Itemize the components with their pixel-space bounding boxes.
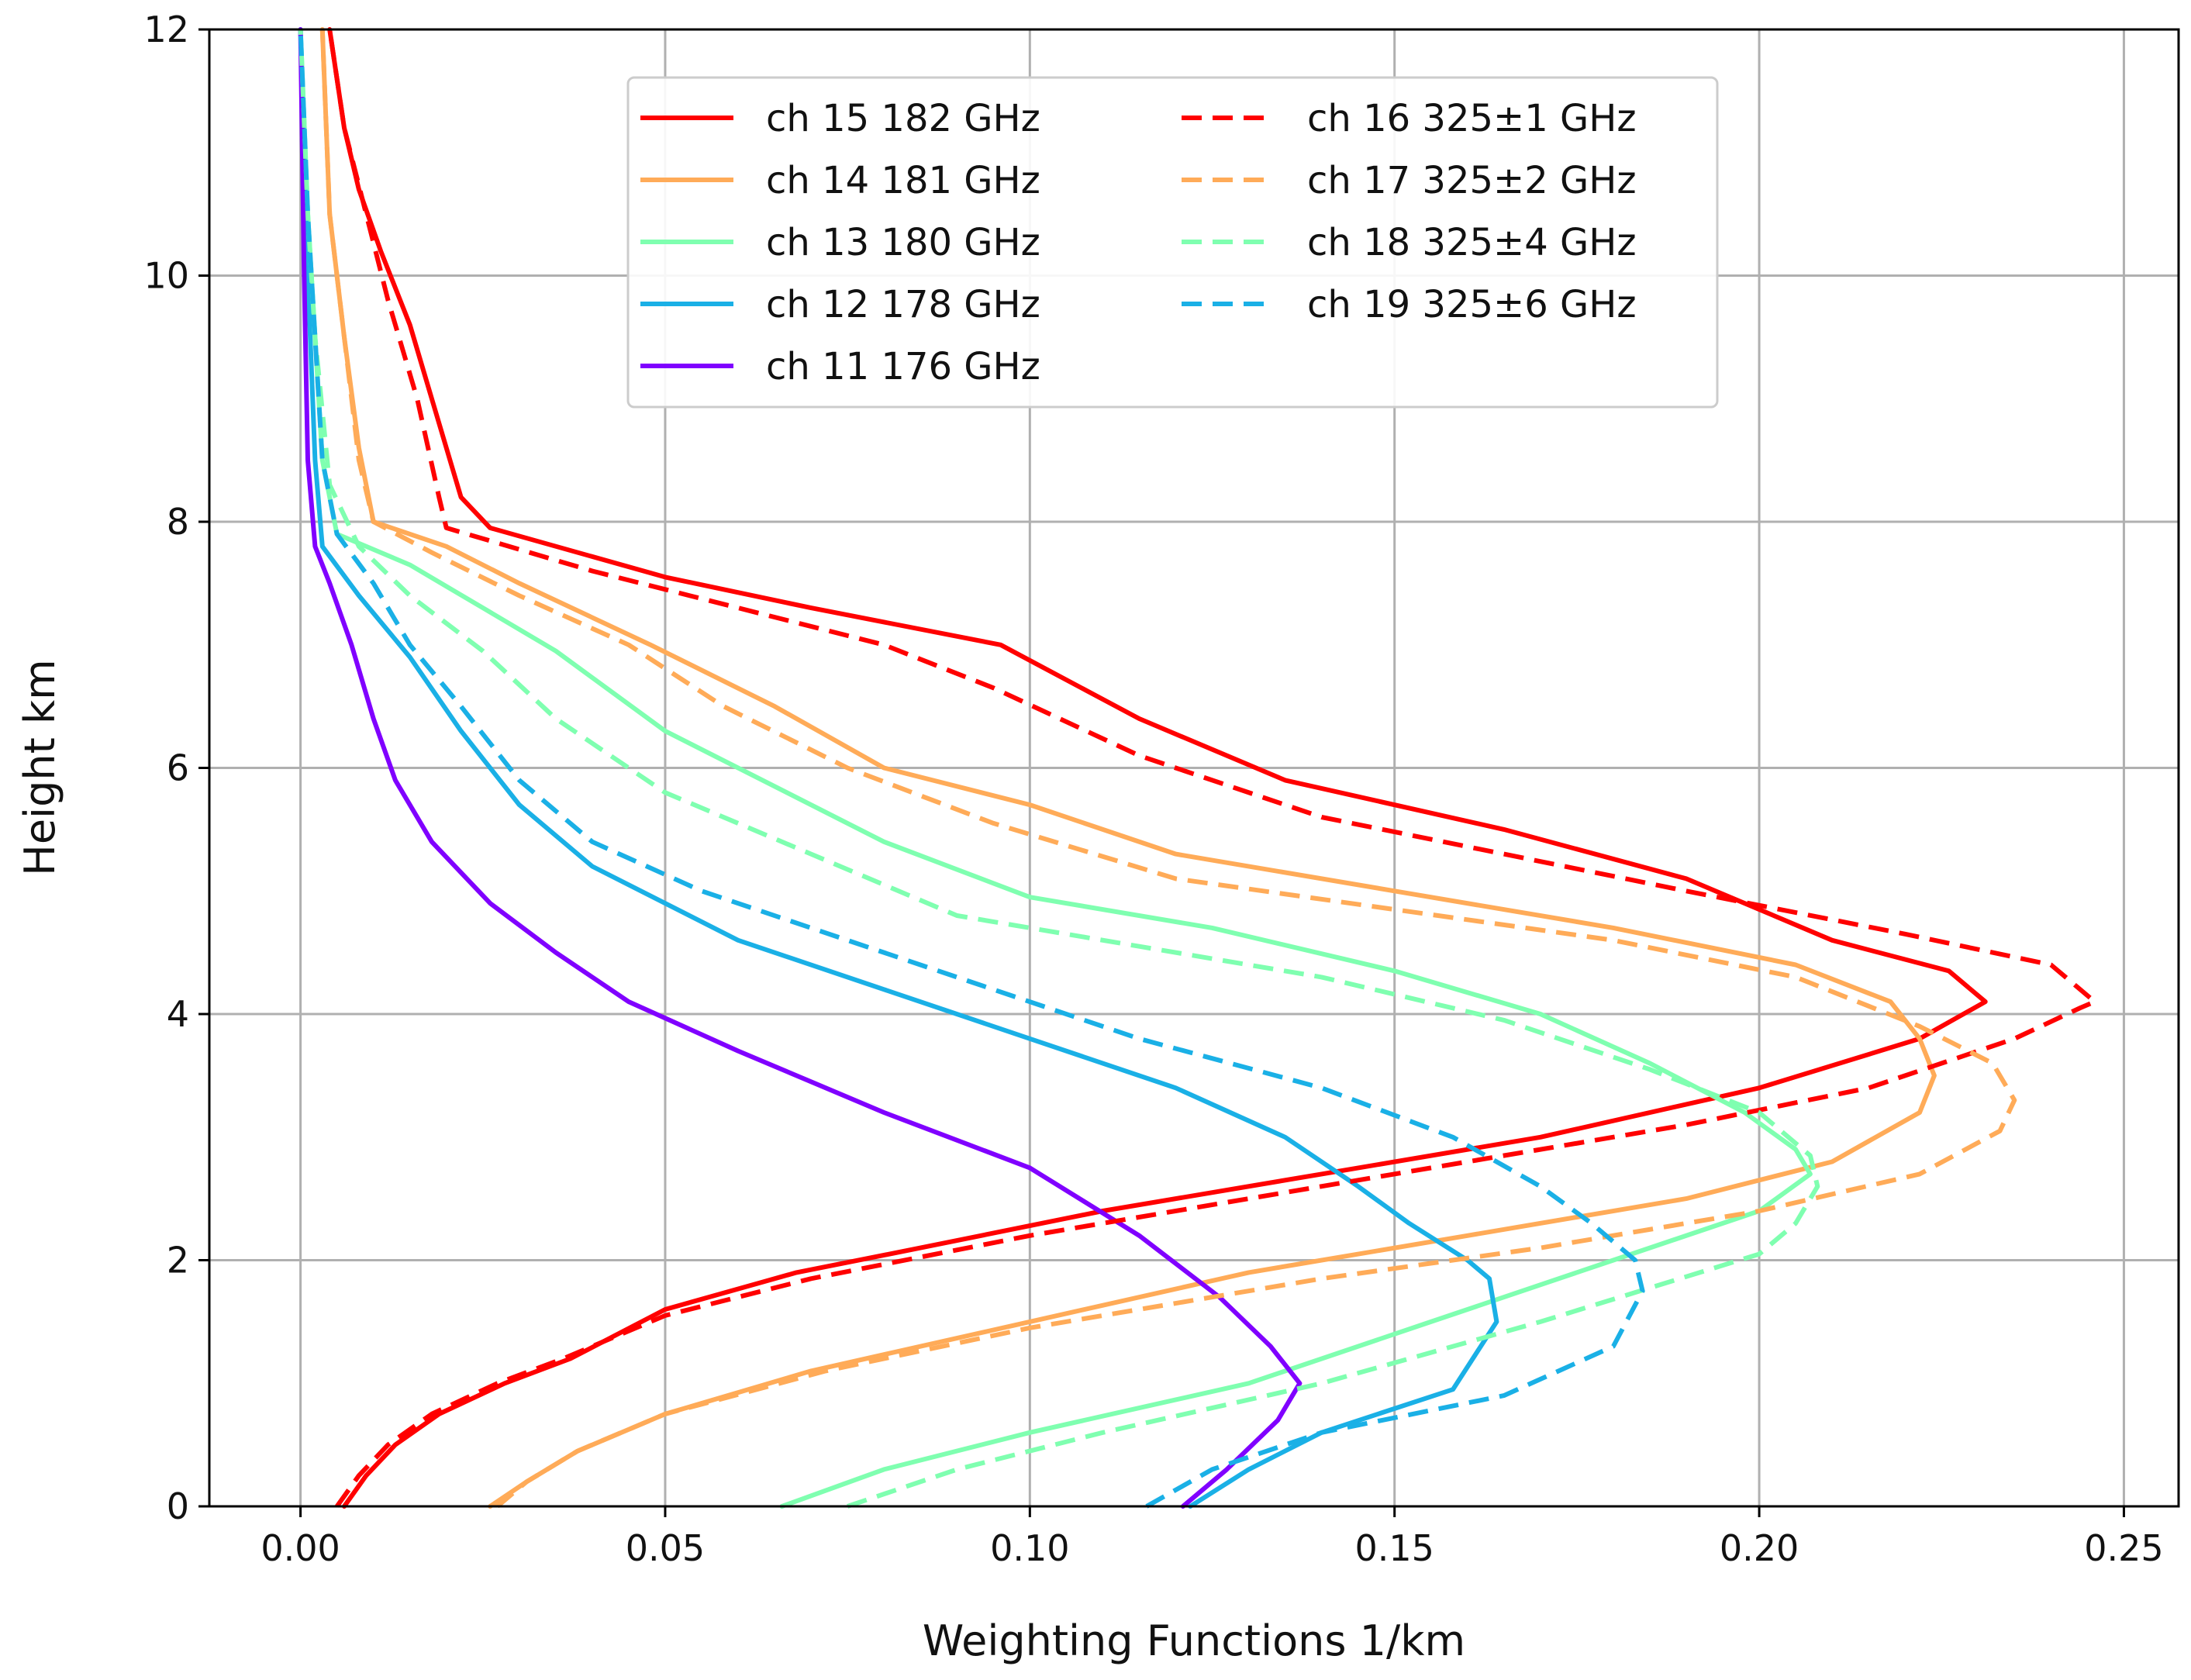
series-line-6 xyxy=(327,29,2097,1508)
y-axis-title: Height km xyxy=(16,659,64,876)
x-tick-label: 0.20 xyxy=(1720,1527,1799,1569)
series-line-5 xyxy=(298,27,1303,1509)
legend-label: ch 13 180 GHz xyxy=(766,221,1040,264)
legend-label: ch 15 182 GHz xyxy=(766,97,1040,140)
legend-label: ch 19 325±6 GHz xyxy=(1307,283,1637,326)
axis-ticks: 0.00 0.05 0.10 0.15 0.20 0.25 0 2 4 6 8 10 12 xyxy=(143,9,2163,1569)
series-lines xyxy=(298,27,2097,1509)
legend-box xyxy=(626,76,1719,409)
x-tick-label: 0.25 xyxy=(2084,1527,2163,1569)
legend-label: ch 12 178 GHz xyxy=(766,283,1040,326)
series-line-8 xyxy=(298,29,1820,1509)
legend: ch 15 182 GHz ch 14 181 GHz ch 13 180 GHz c… xyxy=(626,76,1719,409)
x-tick-label: 0.05 xyxy=(626,1527,705,1569)
legend-label: ch 18 325±4 GHz xyxy=(1307,221,1637,264)
series-line-3 xyxy=(298,27,1813,1509)
legend-label: ch 14 181 GHz xyxy=(766,159,1040,202)
y-tick-label: 4 xyxy=(167,993,189,1035)
y-tick-label: 8 xyxy=(167,501,189,543)
y-tick-label: 10 xyxy=(143,255,189,297)
x-tick-label: 0.15 xyxy=(1354,1527,1434,1569)
y-tick-label: 12 xyxy=(143,9,189,50)
x-tick-label: 0.00 xyxy=(261,1527,340,1569)
series-line-1 xyxy=(327,27,1988,1509)
legend-label: ch 11 176 GHz xyxy=(766,345,1040,388)
series-line-7 xyxy=(319,29,2017,1509)
series-line-4 xyxy=(298,27,1499,1509)
y-tick-label: 2 xyxy=(167,1240,189,1282)
series-line-9 xyxy=(298,29,1645,1509)
x-tick-label: 0.10 xyxy=(990,1527,1069,1569)
y-tick-label: 6 xyxy=(167,747,189,789)
y-tick-label: 0 xyxy=(167,1485,189,1527)
legend-label: ch 16 325±1 GHz xyxy=(1307,97,1637,140)
x-axis-title: Weighting Functions 1/km xyxy=(923,1616,1465,1665)
series-line-2 xyxy=(319,27,1937,1509)
legend-label: ch 17 325±2 GHz xyxy=(1307,159,1637,202)
